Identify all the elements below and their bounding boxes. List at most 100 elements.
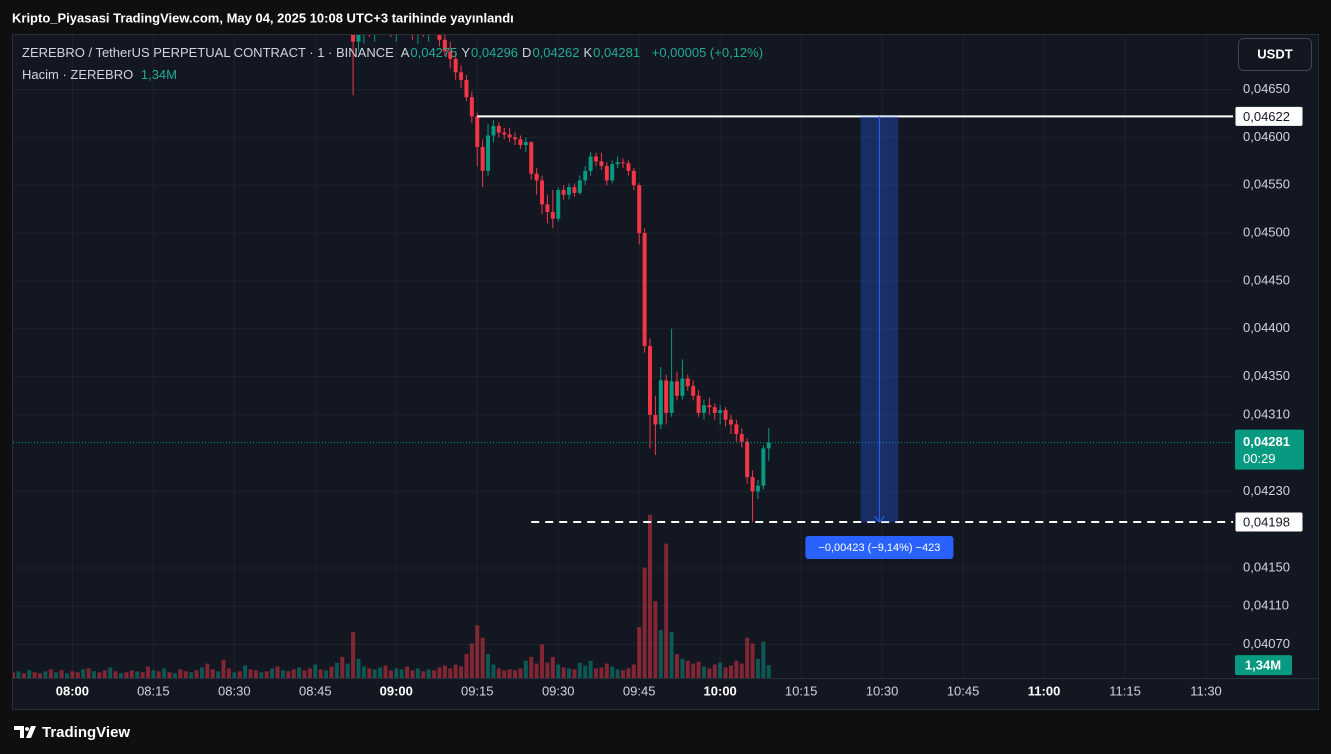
x-tick-label: 11:30 (1190, 683, 1222, 698)
candle-body (604, 166, 609, 181)
legend-value: 0,04281 (593, 45, 641, 60)
volume-bar (491, 664, 496, 678)
candle-body (691, 386, 696, 396)
volume-bar (189, 672, 194, 678)
candle-body (658, 380, 663, 425)
volume-bar (16, 671, 21, 678)
volume-bar (253, 670, 258, 678)
volume-bar (345, 663, 350, 678)
candle-body (755, 485, 760, 492)
volume-bar (421, 671, 426, 678)
volume-label: 1,34M (1245, 658, 1281, 673)
volume-bar (486, 654, 491, 678)
volume-bar (507, 669, 512, 678)
candle-body (529, 142, 534, 174)
volume-bar (167, 672, 172, 678)
candle-body (674, 381, 679, 396)
currency-button[interactable] (1238, 38, 1312, 71)
volume-bar (572, 669, 577, 678)
volume-bar (583, 665, 588, 678)
volume-bar (410, 670, 415, 678)
volume-bar (210, 669, 215, 678)
candle-body (728, 419, 733, 425)
volume-legend-label: Hacim · ZEREBRO (22, 67, 134, 82)
volume-bar (243, 665, 248, 678)
candle-body (442, 39, 447, 52)
volume-bar (691, 663, 696, 678)
candle-body (502, 132, 507, 135)
volume-bar (75, 672, 80, 678)
volume-bar (469, 643, 474, 678)
volume-bar (151, 670, 156, 678)
volume-bar (647, 514, 652, 678)
y-tick-label: 0,04450 (1243, 272, 1290, 287)
volume-bar (745, 637, 750, 678)
volume-legend: Hacim · ZEREBRO 1,34M (22, 67, 181, 82)
candle-body (437, 35, 442, 40)
volume-bar (356, 658, 361, 678)
volume-bar (108, 667, 113, 678)
measure-label: −0,00423 (−9,14%) −423 (818, 542, 940, 554)
line-price-label: 0,04622 (1243, 109, 1290, 124)
candle-body (475, 116, 480, 147)
volume-bar (766, 665, 771, 678)
volume-bar (21, 673, 26, 678)
volume-bar (394, 668, 399, 678)
currency-label[interactable]: USDT (1257, 46, 1292, 61)
volume-bar (318, 669, 323, 678)
volume-bar (604, 663, 609, 678)
volume-bar (626, 668, 631, 678)
candle-body (534, 173, 539, 181)
volume-bar (442, 665, 447, 678)
volume-bar (561, 667, 566, 678)
line-price-label: 0,04198 (1243, 514, 1290, 529)
candle-body (513, 137, 518, 140)
volume-bar (545, 662, 550, 678)
candle-body (734, 424, 739, 435)
volume-bar (43, 671, 48, 678)
volume-bar (761, 641, 766, 678)
volume-bar (59, 670, 64, 678)
last-price-box (1235, 429, 1304, 470)
x-tick-label: 11:15 (1109, 683, 1141, 698)
candle-body (567, 187, 572, 195)
volume-bar (81, 669, 86, 678)
volume-bar (129, 670, 134, 678)
candle-body (712, 407, 717, 413)
x-tick-label: 09:30 (542, 683, 575, 698)
volume-bar (178, 669, 183, 678)
volume-bar (610, 666, 615, 678)
volume-bar (674, 654, 679, 678)
volume-bar (642, 567, 647, 678)
volume-bar (286, 671, 291, 678)
measure-label-box (805, 536, 954, 560)
volume-bar (658, 630, 663, 678)
volume-bar (567, 668, 572, 678)
candle-body (540, 180, 545, 205)
volume-bar (97, 672, 102, 678)
axes: 0,04650 0,04600 0,04550 0,04500 0,04450 0,044… (56, 81, 1304, 698)
volume-bar (637, 627, 642, 678)
x-tick-label: 10:30 (866, 683, 899, 698)
volume-bar (696, 661, 701, 678)
volume-bar (728, 665, 733, 678)
volume-bar (513, 670, 518, 678)
volume-bar (464, 654, 469, 678)
x-tick-label: 08:30 (218, 683, 251, 698)
volume-bar (523, 660, 528, 678)
candle-body (621, 162, 625, 164)
candle-body (351, 35, 356, 42)
volume-bar (540, 644, 545, 678)
volume-bar (399, 669, 404, 678)
volume-bar (194, 670, 199, 678)
volume-bar (496, 668, 501, 678)
volume-bar (550, 656, 555, 678)
volume-bar (162, 668, 167, 678)
candle-body (486, 135, 491, 171)
x-tick-label: 10:45 (947, 683, 980, 698)
volume-bar (27, 670, 32, 678)
line-price-box (1234, 105, 1304, 127)
candle-body (637, 185, 642, 234)
volume-bar (313, 664, 318, 678)
line-price-box (1234, 511, 1304, 533)
